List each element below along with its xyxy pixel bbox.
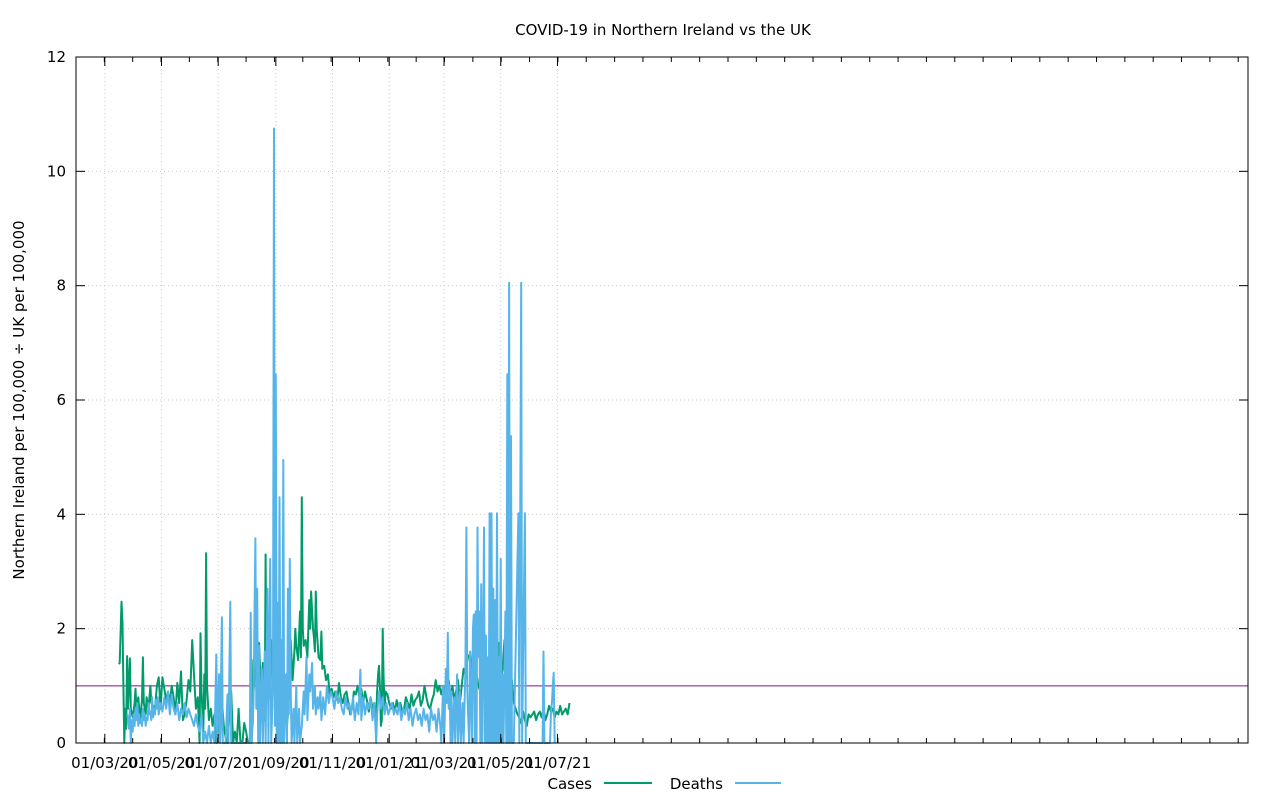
y-tick-label: 0 xyxy=(56,734,66,752)
y-tick-label: 4 xyxy=(56,505,66,523)
series-group xyxy=(119,129,570,744)
y-tick-label: 2 xyxy=(56,620,66,638)
chart-title: COVID-19 in Northern Ireland vs the UK xyxy=(515,21,812,39)
legend-label-cases: Cases xyxy=(547,775,592,793)
y-tick-label: 8 xyxy=(56,277,66,295)
y-tick-label: 10 xyxy=(47,162,66,180)
legend: Cases Deaths xyxy=(547,775,781,793)
y-axis-label: Northern Ireland per 100,000 ÷ UK per 10… xyxy=(10,220,28,579)
legend-label-deaths: Deaths xyxy=(670,775,723,793)
axis-ticks: 02468101201/03/2001/05/2001/07/2001/09/2… xyxy=(47,48,1248,772)
y-tick-label: 6 xyxy=(56,391,66,409)
y-tick-label: 12 xyxy=(47,48,66,66)
x-tick-label: 01/07/21 xyxy=(524,754,591,772)
